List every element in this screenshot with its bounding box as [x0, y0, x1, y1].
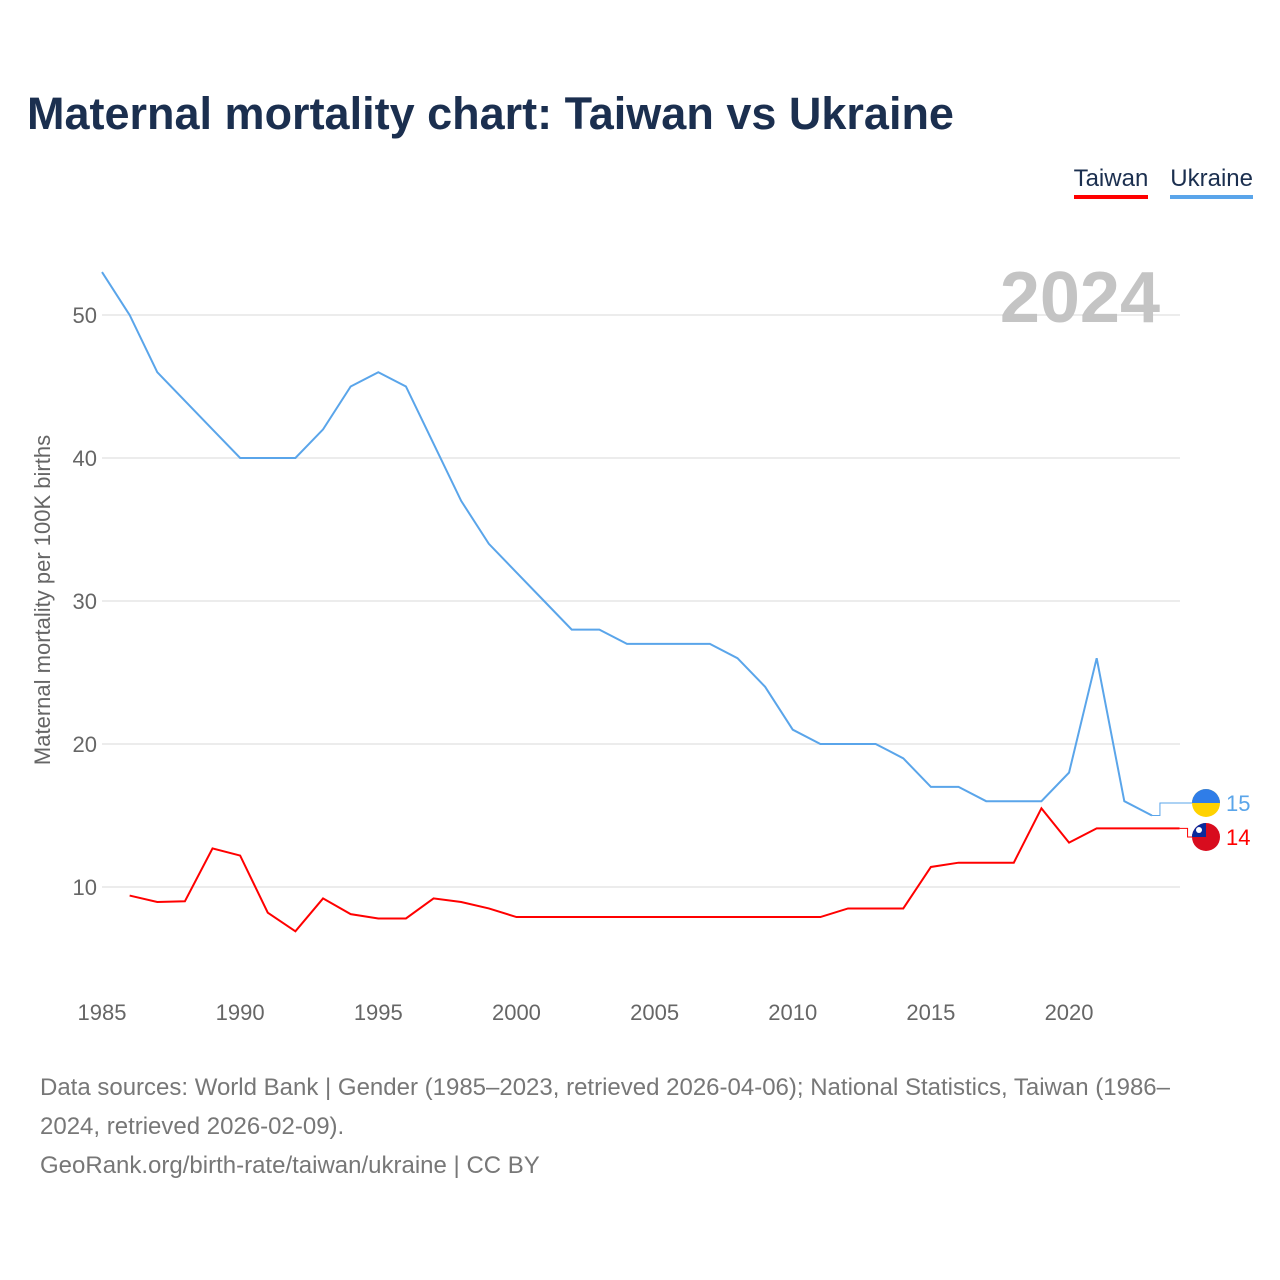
source-link[interactable]: GeoRank.org/birth-rate/taiwan/ukraine | …: [40, 1152, 540, 1179]
series-line-ukraine: [101, 271, 1153, 817]
x-tick-label: 2005: [630, 1000, 679, 1025]
y-tick-label: 30: [73, 589, 97, 614]
x-tick-label: 2000: [492, 1000, 541, 1025]
y-tick-label: 20: [73, 732, 97, 757]
source-note: Data sources: World Bank | Gender (1985–…: [40, 1068, 1220, 1185]
x-tick-label: 2015: [906, 1000, 955, 1025]
x-tick-label: 2020: [1045, 1000, 1094, 1025]
x-tick-label: 1985: [78, 1000, 127, 1025]
series-line-taiwan: [129, 806, 1180, 933]
ukraine-flag-top: [1192, 789, 1220, 803]
chart-title: Maternal mortality chart: Taiwan vs Ukra…: [27, 88, 954, 139]
source-line: Data sources: World Bank | Gender (1985–…: [40, 1074, 1170, 1140]
legend-item-ukraine[interactable]: Ukraine: [1170, 165, 1253, 199]
x-tick-label: 1995: [354, 1000, 403, 1025]
y-axis-label: Maternal mortality per 100K births: [30, 435, 55, 765]
end-connector: [1179, 827, 1192, 838]
y-tick-label: 50: [73, 303, 97, 328]
year-watermark: 2024: [1000, 258, 1160, 338]
end-connector: [1151, 802, 1192, 816]
taiwan-flag-sun: [1196, 827, 1202, 833]
x-tick-label: 1990: [216, 1000, 265, 1025]
y-tick-label: 40: [73, 446, 97, 471]
x-tick-label: 2010: [768, 1000, 817, 1025]
end-value-label: 15: [1226, 791, 1250, 816]
y-tick-label: 10: [73, 875, 97, 900]
legend-item-taiwan[interactable]: Taiwan: [1073, 165, 1149, 199]
end-value-label: 14: [1226, 825, 1250, 850]
legend: Taiwan Ukraine: [1073, 165, 1253, 199]
